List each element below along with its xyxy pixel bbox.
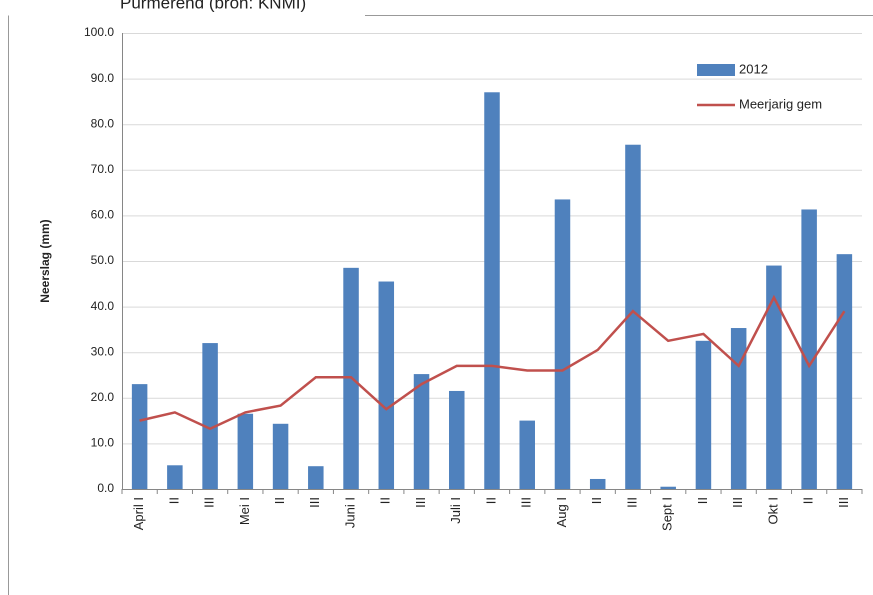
bar bbox=[378, 281, 395, 489]
bar bbox=[730, 328, 747, 489]
bar bbox=[660, 486, 676, 489]
x-tick-label: III bbox=[730, 497, 745, 508]
x-tick-label: II bbox=[695, 497, 710, 504]
bar bbox=[695, 340, 712, 489]
bar bbox=[625, 144, 641, 489]
bar bbox=[131, 384, 148, 489]
bar bbox=[202, 343, 218, 489]
x-tick-label: Aug I bbox=[554, 497, 569, 527]
x-tick-label: II bbox=[801, 497, 816, 504]
x-tick-label: III bbox=[836, 497, 851, 508]
bar bbox=[237, 413, 254, 489]
bar bbox=[801, 209, 817, 490]
x-tick-label: III bbox=[519, 497, 534, 508]
x-tick-label: Mei I bbox=[237, 497, 252, 525]
y-tick-label: 70.0 bbox=[91, 162, 115, 176]
y-tick-label: 0.0 bbox=[97, 481, 114, 495]
y-tick-label: 80.0 bbox=[91, 116, 115, 130]
y-tick-label: 100.0 bbox=[84, 25, 114, 39]
bar bbox=[589, 478, 606, 489]
legend-swatch bbox=[697, 64, 735, 76]
bar bbox=[272, 423, 289, 489]
x-tick-label: Sept I bbox=[660, 497, 675, 531]
x-tick-label: II bbox=[589, 497, 604, 504]
x-tick-label: Juni I bbox=[342, 497, 357, 528]
y-tick-label: 30.0 bbox=[91, 344, 115, 358]
x-tick-label: III bbox=[624, 497, 639, 508]
x-tick-label: April I bbox=[131, 497, 146, 530]
line bbox=[139, 294, 846, 431]
chart-title: Purmerend (bron: KNMI) bbox=[120, 0, 306, 12]
x-tick-label: II bbox=[378, 497, 393, 504]
bar bbox=[766, 265, 782, 489]
bar bbox=[836, 254, 853, 489]
legend-label: Meerjarig gem bbox=[739, 96, 822, 111]
x-tick-label: III bbox=[413, 497, 428, 508]
legend-label: 2012 bbox=[739, 61, 768, 76]
bar bbox=[308, 466, 324, 489]
x-tick-label: Okt I bbox=[765, 497, 780, 524]
x-tick-label: III bbox=[202, 497, 217, 508]
x-tick-label: II bbox=[166, 497, 181, 504]
x-tick-label: II bbox=[483, 497, 498, 504]
bar bbox=[413, 374, 430, 489]
bar bbox=[519, 420, 535, 489]
x-tick-label: Juli I bbox=[448, 497, 463, 524]
bar bbox=[449, 390, 465, 489]
y-tick-label: 60.0 bbox=[91, 208, 115, 222]
x-tick-label: III bbox=[307, 497, 322, 508]
y-tick-label: 40.0 bbox=[91, 299, 115, 313]
y-tick-label: 20.0 bbox=[91, 390, 115, 404]
x-tick-label: II bbox=[272, 497, 287, 504]
y-tick-label: 50.0 bbox=[91, 253, 115, 267]
bar bbox=[554, 199, 571, 489]
bar bbox=[167, 465, 183, 489]
bar bbox=[484, 92, 500, 489]
y-tick-label: 90.0 bbox=[91, 71, 115, 85]
y-tick-label: 10.0 bbox=[91, 436, 115, 450]
y-axis-label: Neerslag (mm) bbox=[38, 219, 52, 302]
